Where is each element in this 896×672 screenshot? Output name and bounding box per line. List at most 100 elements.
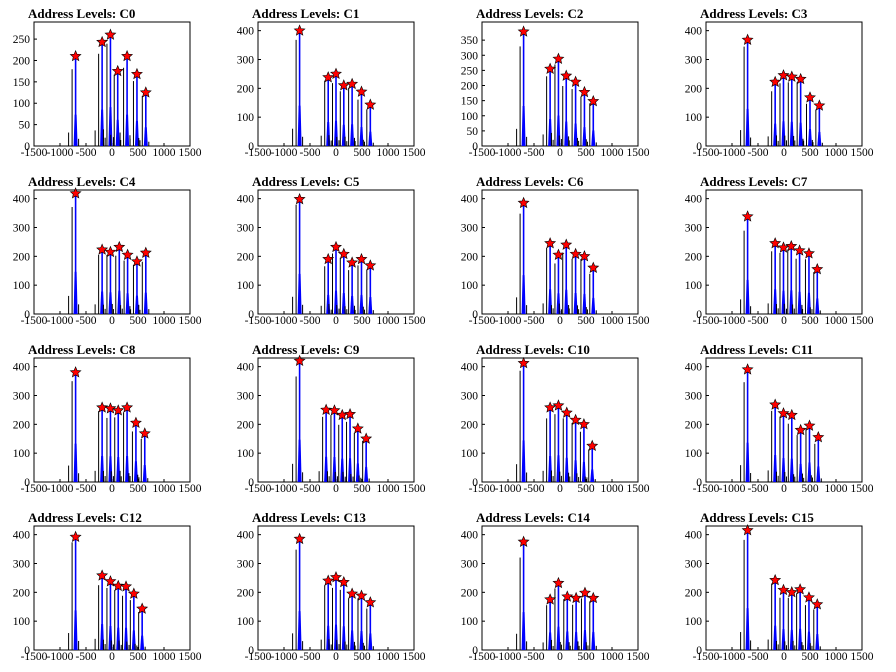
peak-marker [785,70,798,82]
histogram-bar-body [368,633,373,650]
x-tick-label: -1000 [47,483,74,495]
histogram-bar-body [808,129,812,146]
x-tick-label: 1000 [601,651,624,663]
peak-marker [517,356,530,369]
chart-title: Address Levels: C6 [476,174,584,189]
peak-marker [69,366,82,378]
histogram-bar-body [789,458,794,482]
x-tick-label: 0 [109,483,115,495]
x-tick-label: 1000 [377,651,400,663]
plot-frame [257,357,415,483]
plot-frame [481,189,639,315]
x-tick-label: -1000 [47,651,74,663]
peak-marker [364,259,377,271]
x-tick-label: 0 [557,315,563,327]
y-tick-label: 0 [248,309,254,321]
x-tick-label: 0 [557,147,563,159]
y-tick-label: 0 [248,477,254,489]
x-tick-label: 0 [333,315,339,327]
x-tick-label: -500 [747,315,768,327]
x-tick-label: 1500 [403,483,426,495]
histogram-bar-body [556,626,561,650]
peak-marker [364,98,377,110]
histogram-bar-body [564,121,569,146]
y-tick-label: 200 [13,419,31,431]
peak-marker [322,252,335,265]
y-tick-label: 200 [685,83,703,95]
y-tick-label: 400 [13,530,31,542]
x-tick-label: -1500 [245,147,272,159]
peak-marker [552,399,565,411]
y-tick-label: 0 [24,141,30,153]
histogram-bar-body [364,466,369,482]
peak-marker [794,72,807,85]
x-tick-label: 1500 [851,315,874,327]
x-tick-label: 1000 [377,315,400,327]
x-tick-label: -1000 [271,651,298,663]
histogram-bar-body [745,608,750,650]
y-tick-label: 300 [237,390,255,402]
y-tick-label: 0 [472,141,478,153]
y-tick-label: 200 [685,419,703,431]
plot-frame [33,525,191,651]
y-tick-label: 100 [461,616,479,628]
y-tick-label: 300 [685,390,703,402]
x-tick-label: 1500 [627,315,650,327]
x-tick-label: 1000 [153,483,176,495]
peak-marker [129,416,142,428]
x-tick-label: 0 [109,147,115,159]
histogram-bar-body [334,120,338,146]
histogram-bar-body [815,634,820,650]
histogram-bar-body [116,456,121,482]
x-tick-label: -1000 [271,483,298,495]
x-tick-label: 500 [353,315,371,327]
chart-panel: Address Levels: C11 -1500 -1000 -500 0 500 100… [685,342,874,495]
peak-marker [96,243,109,255]
histogram-bar-body [797,291,802,314]
x-tick-label: -1500 [21,483,48,495]
plot-frame [481,21,639,147]
peak-marker [552,248,565,260]
peak-marker [570,591,583,604]
x-tick-label: -1000 [47,147,74,159]
x-tick-label: -1000 [47,315,74,327]
peak-marker [544,62,557,74]
chart-panel: Address Levels: C9-1500 -1000 -500 0 500 1000… [237,342,426,495]
peak-marker [355,85,368,97]
peak-marker [337,575,350,588]
x-tick-label: 1000 [601,315,624,327]
histogram-bar-body [564,289,569,314]
x-tick-label: 500 [129,651,147,663]
peak-marker [560,406,573,418]
x-tick-label: -1500 [469,651,496,663]
x-tick-label: -1500 [469,315,496,327]
y-tick-label: 400 [13,194,31,206]
chart-title: Address Levels: C13 [252,510,366,525]
plot-frame [481,525,639,651]
peak-marker [769,237,782,249]
x-tick-label: 500 [129,315,147,327]
x-tick-label: 1500 [851,147,874,159]
y-tick-label: 0 [248,141,254,153]
x-tick-label: 500 [129,483,147,495]
peak-marker [569,247,582,260]
histogram-bar-body [573,123,578,146]
y-tick-label: 400 [237,26,255,38]
histogram-bar-body [340,458,345,482]
x-tick-label: -1500 [693,483,720,495]
peak-marker [355,252,368,265]
x-tick-label: -500 [523,147,544,159]
x-tick-label: -1000 [495,651,522,663]
peak-marker [104,245,117,258]
peak-marker [293,532,306,545]
histogram-bar-body [816,466,821,482]
x-tick-label: -500 [747,483,768,495]
x-tick-label: -1000 [719,315,746,327]
peak-marker [552,576,565,589]
histogram-bar-body [745,279,750,314]
peak-marker [139,86,152,98]
y-tick-label: 200 [461,81,479,93]
y-tick-label: 0 [24,477,30,489]
x-tick-label: 1500 [179,651,202,663]
chart-title: Address Levels: C1 [252,6,359,21]
